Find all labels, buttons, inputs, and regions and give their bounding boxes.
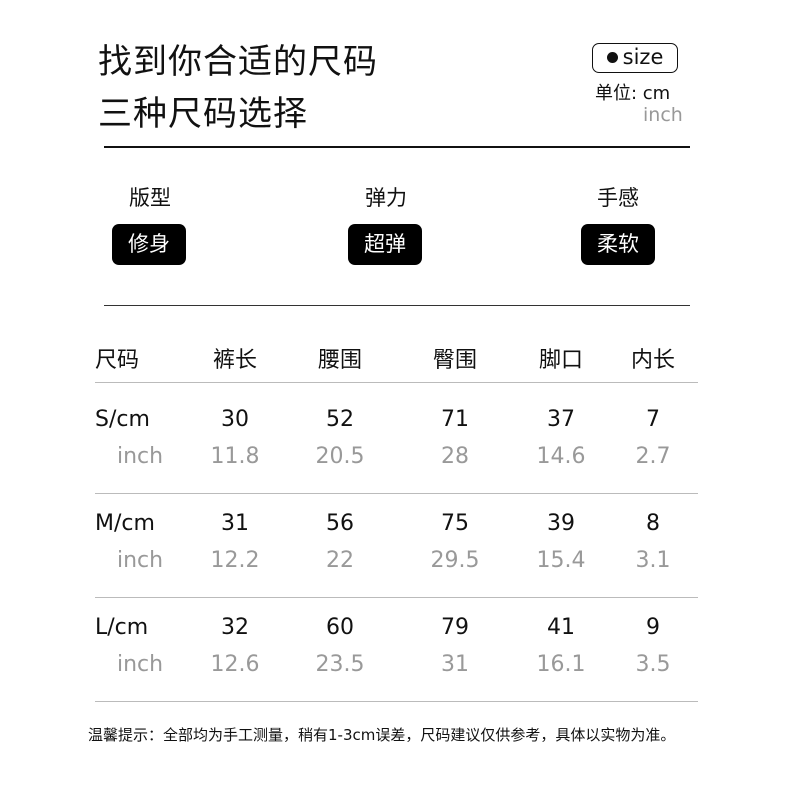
inch-value: 20.5 [315, 444, 365, 469]
inch-value: 28 [441, 444, 469, 469]
size-label: M/cm [95, 511, 155, 536]
cm-value: 9 [646, 615, 660, 640]
feature-value: 超弹 [348, 224, 422, 265]
feature-value: 修身 [112, 224, 186, 265]
inch-label: inch [117, 548, 164, 573]
size-label: S/cm [95, 407, 150, 432]
inch-value: 3.1 [635, 548, 671, 573]
unit-alt: inch [643, 104, 683, 126]
feature-label: 版型 [129, 186, 171, 210]
feature-value: 柔软 [581, 224, 655, 265]
inch-value: 11.8 [210, 444, 260, 469]
cm-value: 7 [646, 407, 660, 432]
column-header: 尺码 [95, 348, 140, 373]
title-line-1: 找到你合适的尺码 [98, 42, 378, 82]
cm-value: 75 [441, 511, 469, 536]
inch-label: inch [117, 652, 164, 677]
feature-label: 弹力 [365, 186, 407, 210]
cm-value: 52 [326, 407, 354, 432]
inch-value: 16.1 [536, 652, 586, 677]
row-divider [95, 382, 698, 383]
cm-value: 30 [221, 407, 249, 432]
title-line-2: 三种尺码选择 [98, 94, 308, 134]
inch-value: 29.5 [430, 548, 480, 573]
cm-value: 79 [441, 615, 469, 640]
note: 温馨提示：全部均为手工测量，稍有1-3cm误差，尺码建议仅供参考，具体以实物为准… [88, 726, 676, 744]
divider [104, 146, 690, 148]
row-divider [95, 493, 698, 494]
bullet-icon [606, 52, 618, 63]
row-divider [95, 701, 698, 702]
cm-value: 37 [547, 407, 575, 432]
divider [104, 305, 690, 306]
inch-value: 12.2 [210, 548, 260, 573]
row-divider [95, 597, 698, 598]
cm-value: 71 [441, 407, 469, 432]
inch-value: 3.5 [635, 652, 671, 677]
size-label: L/cm [95, 615, 149, 640]
column-header: 裤长 [212, 348, 257, 373]
cm-value: 60 [326, 615, 354, 640]
inch-value: 12.6 [210, 652, 260, 677]
size-badge: size [592, 43, 678, 73]
cm-value: 39 [547, 511, 575, 536]
cm-value: 31 [221, 511, 249, 536]
column-header: 内长 [630, 348, 675, 373]
inch-value: 23.5 [315, 652, 365, 677]
inch-value: 22 [326, 548, 354, 573]
inch-value: 15.4 [536, 548, 586, 573]
feature-label: 手感 [597, 186, 639, 210]
cm-value: 41 [547, 615, 575, 640]
unit-label: 单位: cm [595, 83, 671, 104]
inch-value: 31 [441, 652, 469, 677]
column-header: 臀围 [432, 348, 477, 373]
cm-value: 8 [646, 511, 660, 536]
inch-value: 14.6 [536, 444, 586, 469]
column-header: 脚口 [538, 348, 583, 373]
size-badge-label: size [622, 45, 664, 69]
column-header: 腰围 [317, 348, 362, 373]
inch-value: 2.7 [635, 444, 671, 469]
inch-label: inch [117, 444, 164, 469]
cm-value: 56 [326, 511, 354, 536]
cm-value: 32 [221, 615, 249, 640]
